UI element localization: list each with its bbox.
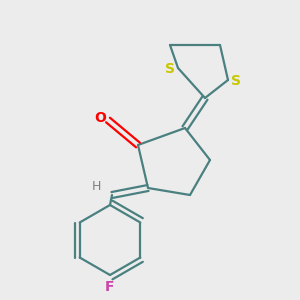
Text: O: O [94, 111, 106, 125]
Text: H: H [91, 181, 101, 194]
Text: S: S [231, 74, 241, 88]
Text: S: S [165, 62, 175, 76]
Text: F: F [105, 280, 115, 294]
